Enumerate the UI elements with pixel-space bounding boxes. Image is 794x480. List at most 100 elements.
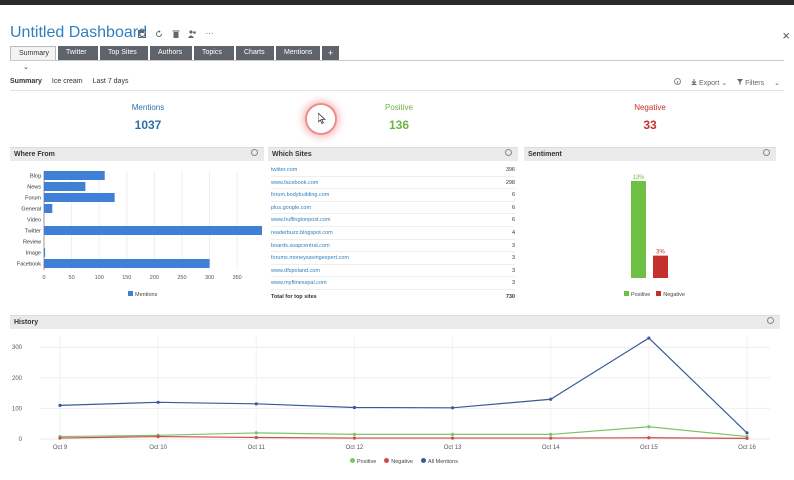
close-icon[interactable]: × <box>782 28 790 43</box>
x-tick-label: Oct 12 <box>346 445 364 451</box>
dashboard-title[interactable]: Untitled Dashboard <box>10 24 147 41</box>
info-icon[interactable] <box>763 148 770 161</box>
filter-date-range[interactable]: Last 7 days <box>92 78 129 85</box>
site-count: 4 <box>511 230 515 236</box>
filter-summary[interactable]: Summary <box>10 78 42 85</box>
where-from-panel: Where From 0 50 100 150 200 250 300 350 Blog News… <box>10 147 264 307</box>
data-point <box>450 436 455 440</box>
x-tick-label: 350 <box>233 275 242 281</box>
data-point <box>549 432 553 437</box>
site-name[interactable]: readerbuzz.blogspot.com <box>271 230 333 236</box>
delete-icon[interactable] <box>171 29 180 38</box>
sites-total-row: Total for top sites 730 <box>271 291 515 304</box>
info-icon[interactable] <box>767 316 774 329</box>
category-label: Review <box>23 240 41 246</box>
refresh-icon[interactable] <box>154 29 163 38</box>
options-chevron[interactable]: ⌄ <box>774 79 780 87</box>
tab-mentions[interactable]: Mentions <box>276 46 320 60</box>
site-count: 6 <box>511 192 515 199</box>
site-name[interactable]: forums.moneysavingexpert.com <box>271 255 349 262</box>
users-icon[interactable] <box>188 29 197 38</box>
site-count: 6 <box>511 204 515 211</box>
info-icon[interactable] <box>674 78 682 87</box>
category-label: Blog <box>30 174 41 180</box>
chevron-down-icon[interactable]: ⌄ <box>23 64 29 71</box>
data-point <box>254 431 258 435</box>
info-icon[interactable] <box>251 148 258 161</box>
site-name[interactable]: www.myfitnesspal.com <box>271 280 327 287</box>
sentiment-legend: Positive Negative <box>624 291 685 298</box>
site-name[interactable]: www.dfspoland.com <box>271 267 320 274</box>
site-name[interactable]: boards.soapcentral.com <box>271 242 330 249</box>
export-button[interactable]: Export ⌄ <box>691 78 727 87</box>
site-name[interactable]: forum.bodybuilding.com <box>271 192 330 199</box>
legend-item-all-mentions[interactable]: All Mentions <box>420 458 458 465</box>
history-chart: 0 100 200 300 Oct 9 Oct 10 Oct 11 Oct 12 Oct 13 O… <box>12 335 770 451</box>
data-point <box>549 397 553 401</box>
window-top-bar <box>0 0 794 5</box>
where-from-title: Where From <box>14 151 55 158</box>
x-tick-label: Oct 14 <box>542 445 560 451</box>
table-row[interactable]: www.dfspoland.com 3 <box>271 265 515 278</box>
legend-hist-negative-label: Negative <box>391 459 413 465</box>
tab-topics[interactable]: Topics <box>194 46 234 60</box>
sentiment-panel: Sentiment 13% 3% Positive Negative <box>524 147 776 307</box>
filter-bar: Summary Ice cream Last 7 days <box>10 78 128 85</box>
data-label: 13% <box>632 175 645 181</box>
table-row[interactable]: plus.google.com 6 <box>271 202 515 215</box>
filter-topic[interactable]: Ice cream <box>51 78 83 85</box>
legend-item-positive[interactable]: Positive <box>350 458 376 465</box>
legend-item-negative[interactable]: Negative <box>384 458 413 465</box>
x-tick-label: 200 <box>150 275 159 281</box>
filter-icon <box>737 78 744 85</box>
data-point <box>647 336 651 340</box>
metric-mentions[interactable]: Mentions 1037 <box>103 103 193 132</box>
info-icon[interactable] <box>505 148 512 161</box>
tab-twitter[interactable]: Twitter <box>58 46 98 60</box>
sites-total-label: Total for top sites <box>271 294 317 300</box>
history-panel: History 0 100 200 300 Oct 9 Oct 10 Oct 11 Oct 1… <box>10 315 780 475</box>
mouse-cursor-icon <box>317 112 327 127</box>
data-point <box>254 402 258 406</box>
tab-authors[interactable]: Authors <box>150 46 192 60</box>
filters-button[interactable]: Filters <box>737 78 764 87</box>
site-name[interactable]: plus.google.com <box>271 204 312 211</box>
sentiment-title: Sentiment <box>528 151 562 158</box>
table-row[interactable]: readerbuzz.blogspot.com 4 <box>271 227 515 240</box>
x-tick-label: 150 <box>122 275 131 281</box>
add-tab-button[interactable]: + <box>322 46 340 60</box>
series-line-all-mentions <box>59 337 748 434</box>
bar-forum <box>44 193 115 202</box>
metric-positive[interactable]: Positive 136 <box>354 103 444 132</box>
category-label: Forum <box>25 196 41 202</box>
more-icon[interactable]: ⋯ <box>205 29 214 38</box>
bar-negative <box>653 255 668 278</box>
site-name[interactable]: twitter.com <box>271 167 298 173</box>
legend-item-mentions[interactable]: Mentions <box>128 291 157 298</box>
legend-hist-positive-label: Positive <box>357 459 377 465</box>
legend-item-negative[interactable]: Negative <box>656 291 685 298</box>
table-row[interactable]: twitter.com 396 <box>271 164 515 177</box>
data-point <box>647 436 651 440</box>
table-row[interactable]: boards.soapcentral.com 3 <box>271 240 515 253</box>
table-row[interactable]: www.huffingtonpost.com 6 <box>271 214 515 227</box>
category-label: News <box>27 185 41 191</box>
which-sites-header: Which Sites <box>268 148 518 161</box>
metric-negative[interactable]: Negative 33 <box>605 103 695 132</box>
which-sites-panel: Which Sites twitter.com 396 www.facebook.c… <box>268 147 518 307</box>
save-icon[interactable] <box>137 29 146 38</box>
tab-top-sites[interactable]: Top Sites <box>100 46 148 60</box>
x-tick-label: Oct 9 <box>53 445 68 451</box>
site-name[interactable]: www.huffingtonpost.com <box>271 217 331 224</box>
legend-item-positive[interactable]: Positive <box>624 291 650 298</box>
tab-summary[interactable]: Summary ⌄ <box>10 46 56 71</box>
table-row[interactable]: forum.bodybuilding.com 6 <box>271 189 515 202</box>
site-name[interactable]: www.facebook.com <box>271 179 319 186</box>
data-point <box>352 432 357 437</box>
table-row[interactable]: www.myfitnesspal.com 3 <box>271 277 515 290</box>
tab-charts[interactable]: Charts <box>236 46 274 60</box>
data-point <box>254 435 258 440</box>
series-line-positive <box>59 426 748 438</box>
table-row[interactable]: www.facebook.com 298 <box>271 177 515 190</box>
table-row[interactable]: forums.moneysavingexpert.com 3 <box>271 252 515 265</box>
